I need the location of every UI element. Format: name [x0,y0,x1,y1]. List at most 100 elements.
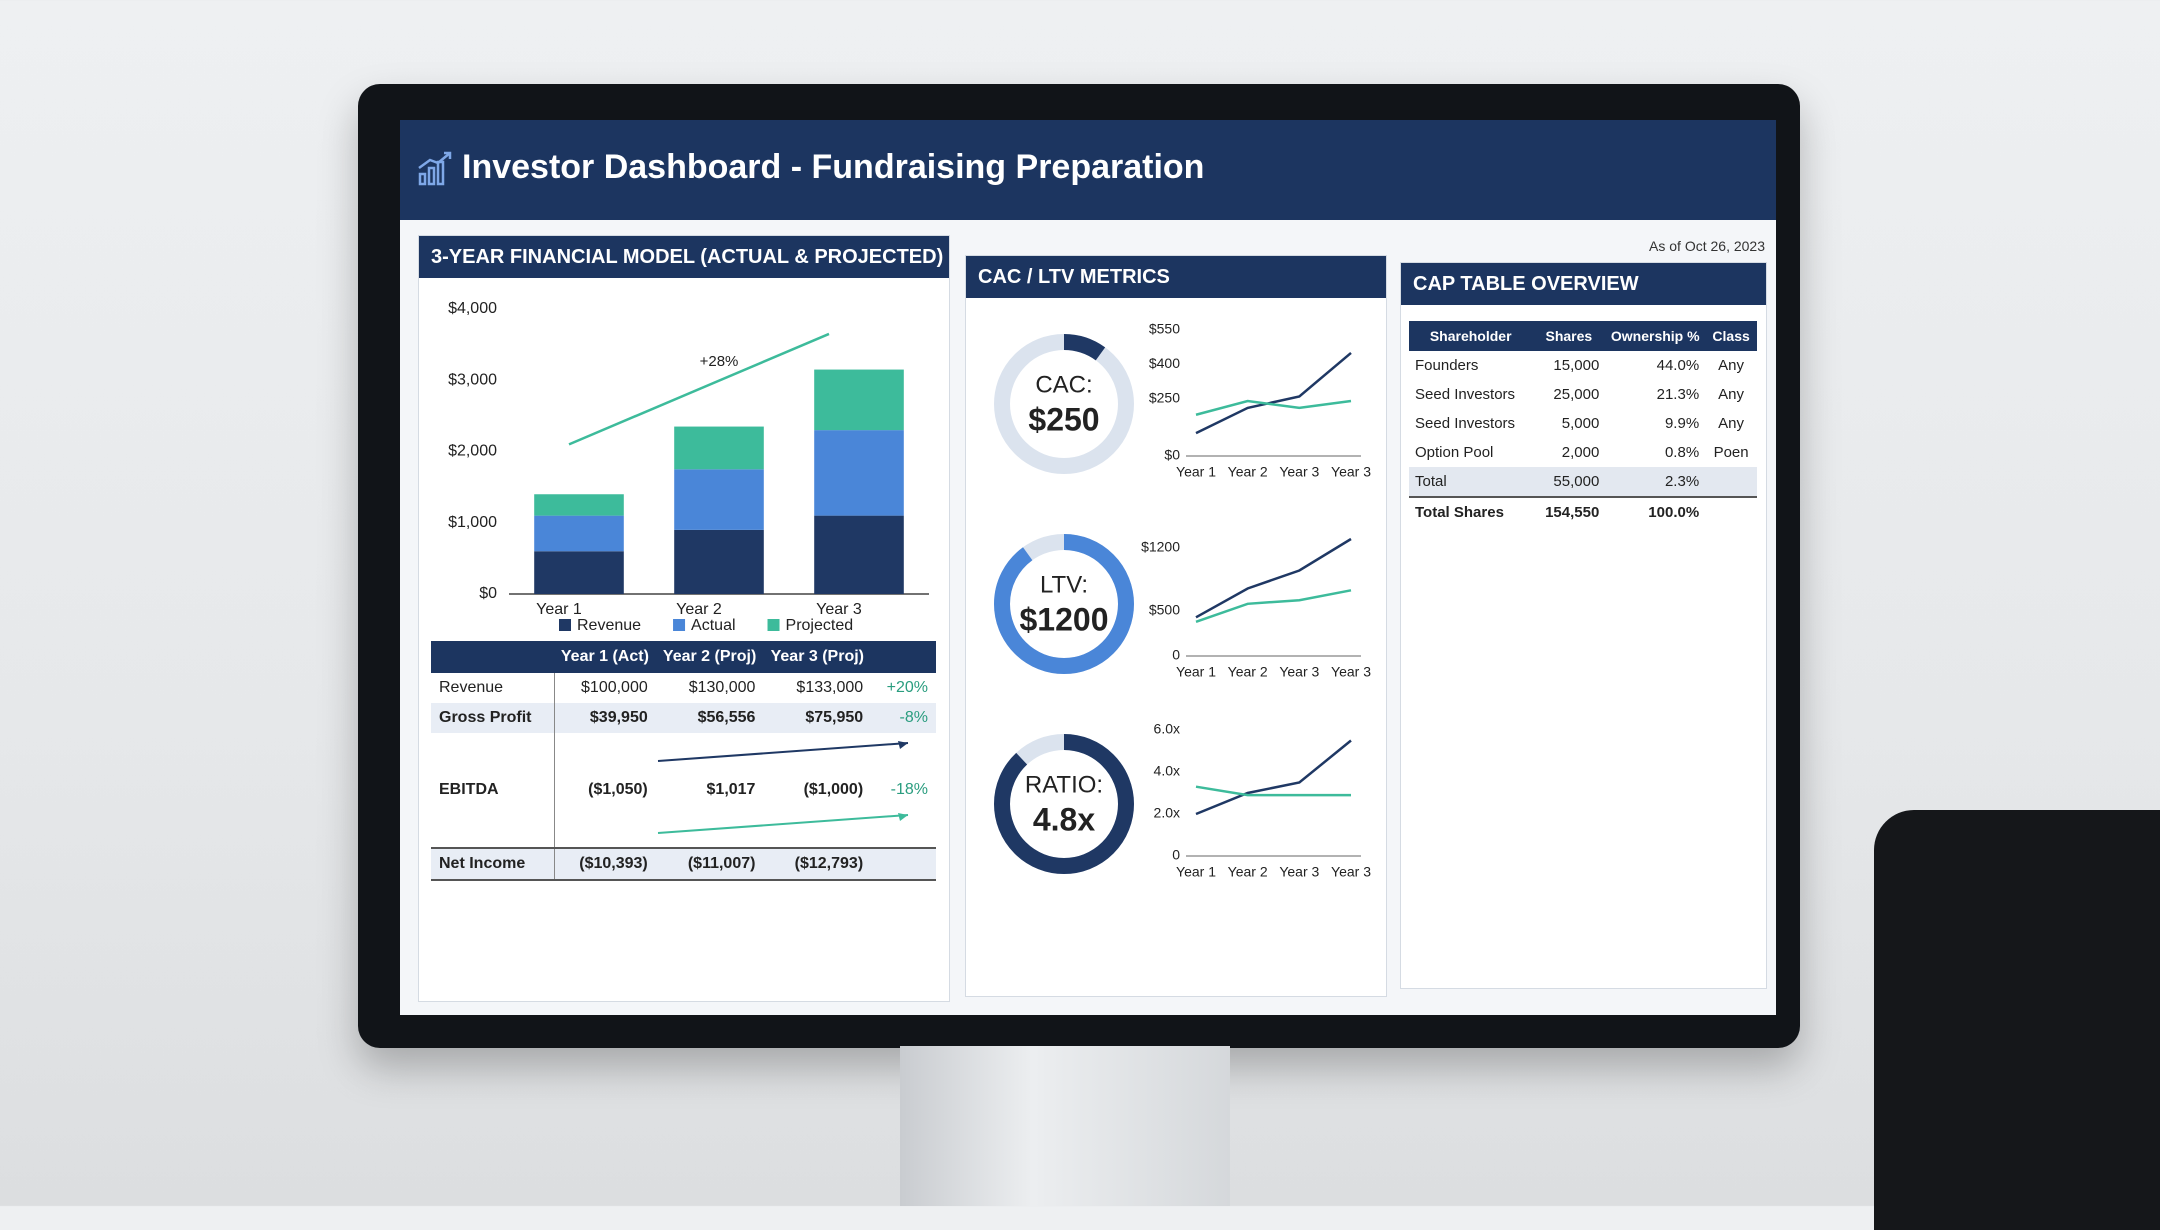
gauge-arc [994,534,1134,674]
table-row: Option Pool 2,000 0.8% Poen [1409,438,1757,467]
panel-title: CAC / LTV METRICS [966,256,1386,298]
cell: 2,000 [1561,444,1600,461]
x-tick-label: Year 2 [676,601,722,618]
gauge-label: LTV: [1040,571,1088,598]
y-tick-label: $3,000 [448,371,497,388]
bar-segment [674,529,764,594]
y-tick-label: 4.0x [1154,763,1180,779]
spacer-row [431,733,936,775]
x-tick-label: Year 3 [816,601,862,618]
cell: 21.3% [1656,386,1700,403]
y-tick-label: $400 [1149,355,1180,371]
y-tick-label: $550 [1149,321,1180,337]
x-tick-label: Year 2 [1228,864,1268,880]
corner-cell [431,641,555,673]
cell: 15,000 [1553,357,1600,374]
header-icon [418,151,452,186]
cell: 44.0% [1656,357,1700,374]
x-tick-label: Year 3 [1331,464,1371,480]
column-header: Shares [1532,321,1606,351]
cell: ($11,007) [687,855,756,872]
y-tick-label: 6.0x [1154,721,1180,737]
spacer-cell [431,805,555,848]
gauge-arc [994,334,1134,474]
x-tick-label: Year 2 [1228,464,1268,480]
gauge-value: $250 [1028,401,1099,437]
line-chart: 0 $500 $1200 Year 1 Year 2 Year 3 Year 3 [1141,537,1371,680]
y-tick-label: $2,000 [448,443,497,460]
y-tick-label: $4,000 [448,300,497,317]
cell: $1,017 [706,781,756,798]
cell: ($1,050) [588,781,648,798]
spacer-cell [431,733,555,775]
x-tick-label: Year 3 [1279,664,1319,680]
x-tick-label: Year 2 [1228,664,1268,680]
empty-cell [1705,467,1757,497]
y-tick-label: 2.0x [1154,805,1180,821]
cell: $56,556 [697,709,756,726]
panel-title: CAP TABLE OVERVIEW [1401,263,1766,305]
table-row: Total Shares 154,550 100.0% [1409,497,1757,527]
cell: Any [1718,386,1745,403]
cell: $75,950 [805,709,864,726]
cell: ($10,393) [579,855,648,872]
cell: $133,000 [796,679,864,696]
table-row: Net Income ($10,393) ($11,007) ($12,793) [431,848,936,880]
cell: 5,000 [1561,415,1600,432]
y-tick-label: $500 [1149,602,1180,618]
line-series [1195,537,1352,619]
cell: Seed Investors [1415,415,1516,432]
cell: 100.0% [1648,504,1700,521]
y-tick-label: 0 [1172,647,1180,663]
line-chart: $0 $250 $400 $550 Year 1 Year 2 Year 3 Year 3 [1149,321,1371,480]
monitor-stand [900,1046,1230,1206]
bar-segment [814,369,904,431]
line-chart: 0 2.0x 4.0x 6.0x Year 1 Year 2 Year 3 Year 3 [1154,721,1372,880]
table-row: Gross Profit $39,950 $56,556 $75,950 -8% [431,703,936,733]
panel-title: 3-YEAR FINANCIAL MODEL (ACTUAL & PROJECT… [419,236,949,278]
cell: $39,950 [589,709,648,726]
column-header: Year 1 (Act) [554,641,656,673]
legend-label: Projected [786,617,854,634]
gauge: LTV: $1200 [994,534,1134,674]
legend-label: Actual [691,617,735,634]
annotation: +28% [700,353,739,370]
line-series [1195,399,1352,416]
table-row: Seed Investors 25,000 21.3% Any [1409,380,1757,409]
gauge-arc [994,734,1134,874]
table-row: Seed Investors 5,000 9.9% Any [1409,409,1757,438]
empty-cell [1705,497,1757,527]
chair [1874,810,2160,1230]
change-cell: -8% [899,709,928,726]
y-tick-label: $0 [479,585,497,602]
bar-segment [814,430,904,516]
row-label: EBITDA [431,775,555,805]
bar-segment [534,494,624,516]
x-tick-label: Year 1 [536,601,582,618]
legend-swatch [559,619,571,631]
financial-panel: 3-YEAR FINANCIAL MODEL (ACTUAL & PROJECT… [418,235,950,1002]
change-cell: +20% [886,679,928,696]
cell: $130,000 [688,679,756,696]
cell: 154,550 [1545,504,1600,521]
bar-segment [534,515,624,552]
change-cell: -18% [890,781,928,798]
x-tick-label: Year 1 [1176,864,1216,880]
x-tick-label: Year 3 [1331,664,1371,680]
metrics-panel: CAC / LTV METRICS CAC: $250 LTV: $1200 RATIO… [965,255,1387,997]
change-header [871,641,936,673]
y-tick-label: $1,000 [448,514,497,531]
cell: Option Pool [1415,444,1494,461]
trend-arrow [568,332,830,446]
table-row: Total 55,000 2.3% [1409,467,1757,497]
x-tick-label: Year 1 [1176,664,1216,680]
dashboard: Investor Dashboard - Fundraising Prepara… [400,120,1776,1015]
x-tick-label: Year 1 [1176,464,1216,480]
row-label: Revenue [431,673,555,703]
cell: Founders [1415,357,1479,374]
table-row: Founders 15,000 44.0% Any [1409,351,1757,380]
cap-table: Shareholder Shares Ownership % Class Founder… [1409,321,1757,527]
y-tick-label: $1200 [1141,539,1180,555]
y-tick-label: $0 [1164,447,1180,463]
cell: 9.9% [1664,415,1700,432]
